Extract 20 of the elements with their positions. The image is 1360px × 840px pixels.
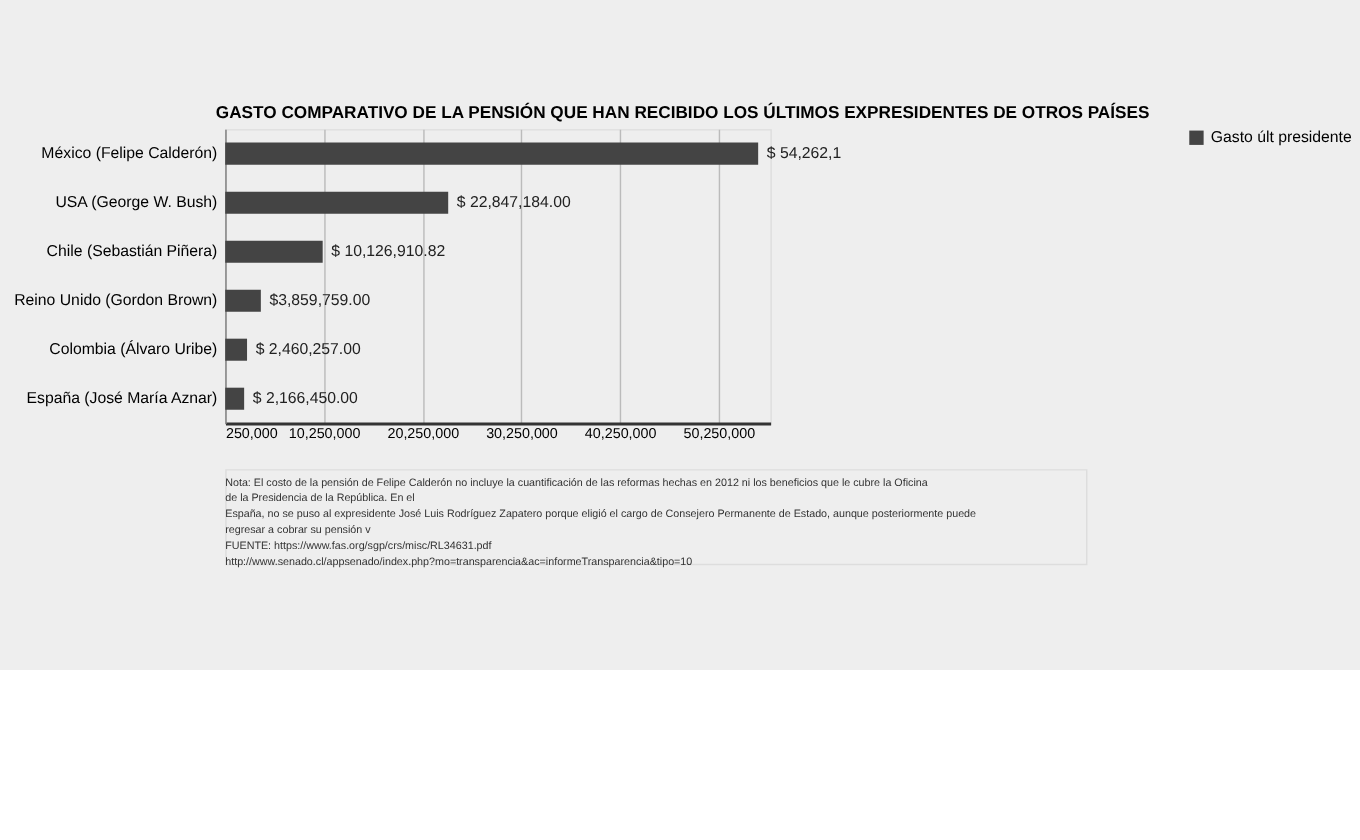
data-label: $ 10,126,910.82: [331, 241, 446, 260]
y-tick-label: México (Felipe Calderón): [41, 143, 219, 162]
y-tick-label: Colombia (Álvaro Uribe): [49, 340, 219, 359]
data-label: $3,859,759.00: [269, 290, 372, 309]
data-label: $ 2,166,450.00: [252, 389, 360, 408]
bar: [225, 338, 248, 361]
y-tick-label: España (José María Aznar): [26, 389, 219, 408]
data-label: $ 22,847,184.00: [456, 192, 572, 211]
legend-label: Gasto últ presidente: [1210, 128, 1353, 147]
bar: [225, 289, 261, 312]
bar: [225, 191, 449, 214]
bar: [225, 240, 323, 263]
y-tick-label: Chile (Sebastián Piñera): [46, 241, 219, 260]
bar: [225, 387, 245, 410]
y-tick-label: Reino Unido (Gordon Brown): [14, 290, 219, 309]
chart-title: GASTO COMPARATIVO DE LA PENSIÓN QUE HAN RECIBIDO LOS ÚLTIMOS EXPRESIDENTES DE OTROS PAÍSES: [215, 102, 1150, 123]
data-label: $ 54,262,1: [766, 143, 842, 162]
data-label: $ 2,460,257.00: [255, 340, 362, 359]
y-tick-label: USA (George W. Bush): [55, 192, 219, 211]
bar: [225, 142, 759, 165]
